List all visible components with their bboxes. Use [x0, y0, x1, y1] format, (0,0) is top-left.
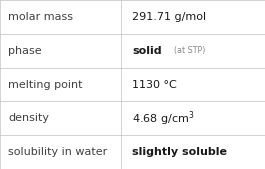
Text: phase: phase — [8, 46, 42, 56]
Text: solubility in water: solubility in water — [8, 147, 107, 157]
Text: 4.68 g/cm$^3$: 4.68 g/cm$^3$ — [132, 109, 195, 128]
Text: 1130 °C: 1130 °C — [132, 79, 177, 90]
Text: (at STP): (at STP) — [174, 46, 205, 55]
Text: 291.71 g/mol: 291.71 g/mol — [132, 12, 207, 22]
Text: molar mass: molar mass — [8, 12, 73, 22]
Text: melting point: melting point — [8, 79, 82, 90]
Text: slightly soluble: slightly soluble — [132, 147, 227, 157]
Text: solid: solid — [132, 46, 162, 56]
Text: density: density — [8, 113, 49, 123]
